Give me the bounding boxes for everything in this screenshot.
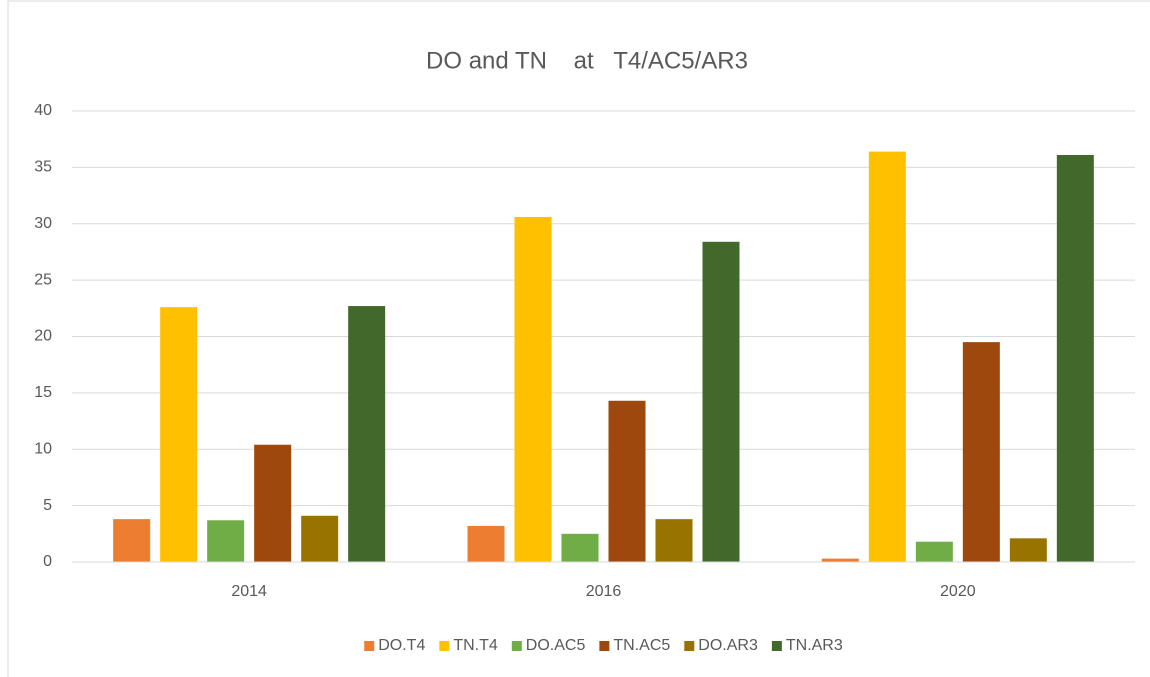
bar xyxy=(348,306,386,562)
bar xyxy=(962,342,1000,562)
bar xyxy=(821,558,859,562)
legend-label: DO.AC5 xyxy=(526,637,586,654)
chart-border xyxy=(7,0,1150,677)
bar xyxy=(702,241,740,563)
bar xyxy=(113,519,151,562)
bar xyxy=(608,400,646,562)
legend-label: TN.AC5 xyxy=(613,637,670,654)
y-tick-label: 25 xyxy=(34,271,52,288)
y-tick-label: 30 xyxy=(34,215,52,232)
x-tick-label: 2016 xyxy=(586,583,622,600)
bar xyxy=(254,444,292,562)
bar xyxy=(207,520,245,562)
y-tick-label: 5 xyxy=(43,497,52,514)
legend-swatch xyxy=(684,641,695,651)
legend-swatch xyxy=(771,641,782,651)
bar xyxy=(514,216,552,563)
y-tick-label: 15 xyxy=(34,384,52,401)
bar xyxy=(1009,538,1047,562)
bar xyxy=(561,533,599,562)
bar xyxy=(301,515,339,562)
bar xyxy=(868,151,906,562)
x-tick-label: 2014 xyxy=(231,583,267,600)
chart-title: DO and TN at T4/AC5/AR3 xyxy=(426,47,748,74)
bar xyxy=(160,307,198,562)
legend-label: TN.T4 xyxy=(453,637,498,654)
legend-swatch xyxy=(364,641,375,651)
legend-label: DO.T4 xyxy=(378,637,425,654)
bar xyxy=(1056,154,1094,562)
legend-swatch xyxy=(511,641,522,651)
bar xyxy=(467,525,505,562)
legend-swatch xyxy=(599,641,610,651)
legend-label: DO.AR3 xyxy=(698,637,758,654)
y-tick-label: 0 xyxy=(43,553,52,570)
y-tick-label: 40 xyxy=(34,102,52,119)
x-tick-label: 2020 xyxy=(940,583,976,600)
y-tick-label: 20 xyxy=(34,328,52,345)
bar xyxy=(915,541,953,562)
y-tick-label: 10 xyxy=(34,440,52,457)
bar xyxy=(655,519,693,562)
y-tick-label: 35 xyxy=(34,159,52,176)
legend-swatch xyxy=(439,641,450,651)
legend-label: TN.AR3 xyxy=(786,637,843,654)
